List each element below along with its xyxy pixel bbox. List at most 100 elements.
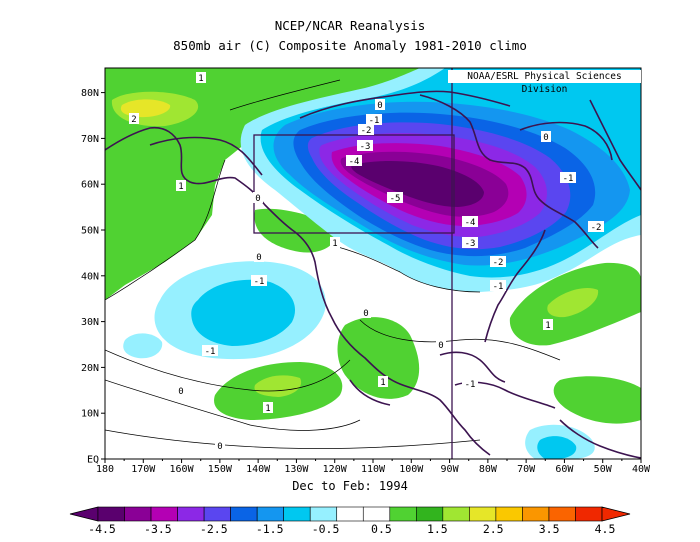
colorbar-band <box>150 506 178 522</box>
contour-label: -2 <box>493 258 504 268</box>
lat-tick-label: 70N <box>81 134 99 145</box>
colorbar-label: -3.5 <box>144 522 172 536</box>
contour-label: -3 <box>465 239 476 249</box>
lat-tick-label: EQ <box>87 455 99 466</box>
contour-label: 0 <box>377 101 382 111</box>
contour-label: 0 <box>178 387 183 397</box>
positive-region-alaska <box>105 68 420 300</box>
lon-tick-label: 90W <box>441 464 460 475</box>
contour-label-bg <box>346 155 362 166</box>
lat-tick-label: 40N <box>81 271 99 282</box>
contour-label-bg <box>541 131 551 142</box>
contour-label: -5 <box>390 194 401 204</box>
contour-label: 0 <box>543 133 548 143</box>
positive-region-bering-core <box>120 99 171 118</box>
colorbar-label: 1.5 <box>427 522 448 536</box>
colorbar-band <box>230 506 258 522</box>
contour-label: 2 <box>131 115 136 125</box>
contour-label: -1 <box>493 282 504 292</box>
lon-tick-label: 120W <box>323 464 348 475</box>
contour-label-bg <box>490 256 506 267</box>
contour-lines <box>105 79 561 449</box>
lon-tick-label: 170W <box>131 464 156 475</box>
lon-tick-label: 160W <box>170 464 195 475</box>
colorbar-band <box>177 506 205 522</box>
contour-label-bg <box>129 113 139 124</box>
contour-label: 1 <box>178 182 183 192</box>
negative-region-pacific-west <box>123 333 163 359</box>
contour-label: -4 <box>465 218 476 228</box>
colorbar-band <box>442 506 470 522</box>
contour-label-bg <box>176 180 186 191</box>
map-subtitle: 850mb air (C) Composite Anomaly 1981-201… <box>173 38 527 53</box>
negative-region-core <box>351 160 484 207</box>
contour-label-bg <box>176 385 186 396</box>
lat-tick-label: 30N <box>81 317 99 328</box>
lon-tick-label: 100W <box>399 464 424 475</box>
colorbar-band <box>469 506 497 522</box>
map-field: 1210-1-2-3-4-5-4-3-2-10-1-2010-1-1011000… <box>105 68 641 459</box>
lon-tick-label: 80W <box>479 464 498 475</box>
contour-label: -1 <box>369 116 380 126</box>
colorbar-band <box>495 506 523 522</box>
negative-region-south-core <box>537 436 577 459</box>
contour-label: -1 <box>563 174 574 184</box>
contour-label: 0 <box>363 309 368 319</box>
lon-tick-label: 150W <box>208 464 233 475</box>
lat-tick-label: 50N <box>81 226 99 237</box>
contour-label: -1 <box>254 277 265 287</box>
contour-label-bg <box>588 221 604 232</box>
lon-tick-label: 110W <box>361 464 386 475</box>
positive-region-atlantic-core <box>547 287 599 318</box>
map-title: NCEP/NCAR Reanalysis <box>274 18 426 33</box>
colorbar-arrow-low <box>69 506 99 522</box>
contour-label-bg <box>361 307 371 318</box>
negative-region-pacific-core <box>191 279 296 346</box>
contour-label-bg <box>378 376 388 387</box>
colorbar: -4.5 -3.5 -2.5 -1.5 -0.5 0.5 1.5 2.5 3.5 4.5 <box>69 506 631 536</box>
positive-region-mexico <box>337 317 420 399</box>
colorbar-label: 0.5 <box>371 522 392 536</box>
contour-label: 0 <box>256 253 261 263</box>
contour-label: 1 <box>265 404 270 414</box>
contour-label-bg <box>254 251 264 262</box>
lat-tick-label: 80N <box>81 88 99 99</box>
contour-label: 0 <box>438 341 443 351</box>
contour-label: -1 <box>465 380 476 390</box>
contour-label: -4 <box>349 157 360 167</box>
contour-label-bg <box>462 216 478 227</box>
contour-label-bg <box>253 192 263 203</box>
colorbar-label: 2.5 <box>483 522 504 536</box>
colorbar-label: -2.5 <box>200 522 228 536</box>
colorbar-label: -4.5 <box>88 522 116 536</box>
contour-label-bg <box>215 440 225 451</box>
contour-label-bg <box>358 124 374 135</box>
contour-label-bg <box>543 319 553 330</box>
contour-label-bg <box>357 140 373 151</box>
contour-label-bg <box>436 339 446 350</box>
colorbar-band <box>416 506 444 522</box>
contour-label-bg <box>202 345 218 356</box>
contour-label: 1 <box>332 239 337 249</box>
contour-label-bg <box>263 402 273 413</box>
contour-label: 1 <box>198 74 203 84</box>
colorbar-band <box>283 506 311 522</box>
contour-label-bg <box>251 275 267 286</box>
colorbar-band <box>362 506 391 522</box>
map-axes: 180 170W 160W 150W 140W 130W 120W 110W 100W 90W 80… <box>81 88 651 475</box>
contour-label-bg <box>330 237 340 248</box>
colorbar-band <box>203 506 231 522</box>
lon-tick-label: 50W <box>594 464 613 475</box>
colorbar-label: 4.5 <box>595 522 616 536</box>
colorbar-band <box>389 506 417 522</box>
contour-label-bg <box>375 99 385 110</box>
colorbar-band <box>309 506 338 522</box>
colorbar-band <box>256 506 284 522</box>
contour-label-bg <box>560 172 576 183</box>
positive-region-caribbean <box>553 376 641 424</box>
contour-label: 0 <box>217 442 222 452</box>
contour-label-bg <box>490 280 506 291</box>
coastlines <box>105 90 641 459</box>
lat-tick-label: 20N <box>81 363 99 374</box>
